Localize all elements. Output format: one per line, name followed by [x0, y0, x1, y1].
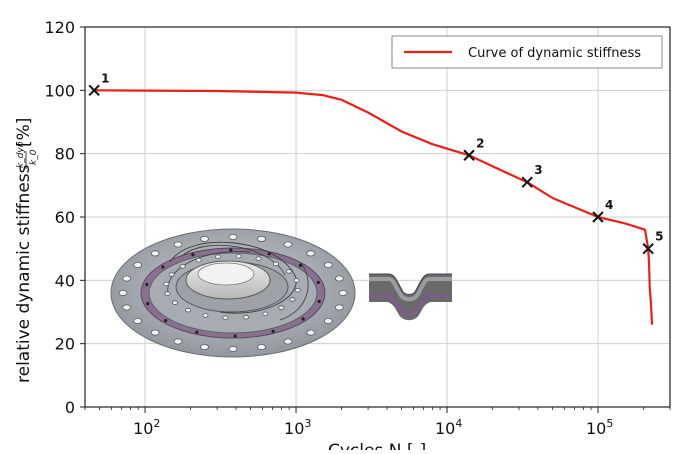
marker-label: 5 — [655, 230, 663, 244]
ring-hole — [228, 233, 238, 240]
ring-hole — [133, 317, 143, 324]
ring-hole — [289, 297, 296, 302]
ring-hole — [150, 250, 160, 257]
marker-point-2 — [463, 149, 475, 161]
axis-ticks: 0 20 40 60 80 100 120 102 103 104 105 — [44, 18, 671, 438]
y-tick-label: 40 — [55, 271, 75, 290]
ring-hole — [179, 264, 186, 269]
y-axis-unit: [%] — [14, 118, 34, 147]
ring-rivet — [233, 334, 237, 338]
ring-hole — [171, 300, 178, 305]
ring-rivet — [298, 263, 302, 267]
ring-hole — [255, 256, 262, 261]
ring-hole — [306, 250, 316, 257]
marker-point-3 — [521, 176, 533, 188]
x-axis-label: Cycles N [-] — [328, 441, 426, 450]
ring-rivet — [316, 280, 320, 284]
marker-label: 3 — [534, 163, 542, 177]
ring-hole — [323, 261, 333, 268]
x-tick-label: 102 — [133, 417, 160, 438]
marker-point-4 — [592, 211, 604, 223]
ring-hole — [200, 235, 209, 242]
ring-rivet — [301, 317, 305, 321]
ring-hole — [122, 304, 132, 311]
ring-rivet — [195, 330, 199, 334]
series-layer — [94, 89, 654, 325]
ring-rivet — [145, 282, 149, 287]
ring-hole — [334, 275, 344, 282]
marker-point-5 — [642, 242, 654, 255]
ring-hole — [122, 275, 132, 282]
ring-hole — [235, 254, 242, 259]
gasket-ring-illustration — [110, 228, 356, 358]
ring-hole — [185, 307, 192, 313]
ring-hole — [283, 241, 293, 248]
gasket-cross-section-illustration — [369, 273, 452, 321]
ring-rivet — [267, 252, 271, 256]
marker-label: 2 — [476, 136, 484, 150]
ring-hole — [278, 305, 285, 310]
ring-hole — [168, 272, 175, 277]
ring-hole — [262, 311, 269, 316]
ring-rivet — [161, 265, 165, 269]
ring-hole — [164, 291, 171, 296]
y-axis-fraction-denominator: k_0 — [29, 149, 39, 165]
y-tick-label: 100 — [44, 81, 75, 100]
ring-hole — [118, 289, 128, 296]
plot-frame — [84, 26, 671, 408]
ring-rivet — [229, 248, 233, 252]
series-line-dynamic-stiffness — [94, 89, 654, 325]
ring-rivet — [191, 253, 195, 257]
x-tick-label: 103 — [284, 417, 311, 438]
ring-hole — [202, 313, 209, 318]
y-axis-label: relative dynamic stiffness — [14, 164, 34, 383]
ring-hole — [306, 329, 316, 336]
ring-hole — [163, 281, 170, 287]
ring-hole — [133, 261, 143, 268]
ring-hole — [323, 317, 333, 324]
ring-hole — [272, 261, 279, 267]
y-axis-fraction-numerator: k_dyn — [16, 141, 26, 168]
ring-rivet — [317, 299, 321, 304]
ring-hole — [173, 338, 183, 345]
ring-hole — [228, 345, 238, 352]
y-tick-label: 20 — [55, 335, 75, 354]
ring-rivet — [271, 329, 275, 333]
ring-hole — [285, 269, 292, 274]
y-tick-label: 120 — [44, 18, 75, 37]
ring-hole — [173, 241, 183, 248]
ring-hole — [294, 287, 301, 293]
x-tick-label: 104 — [435, 417, 462, 438]
legend: Curve of dynamic stiffness — [391, 35, 663, 69]
legend-entry-label: Curve of dynamic stiffness — [468, 46, 641, 61]
x-tick-label: 105 — [586, 417, 613, 438]
ring-hole — [222, 315, 229, 320]
ring-hole — [338, 289, 348, 296]
marker-point-1 — [88, 84, 100, 97]
ring-rivet — [164, 319, 168, 323]
grid — [85, 26, 670, 408]
ring-hole — [214, 254, 221, 259]
y-tick-label: 0 — [65, 398, 75, 417]
ring-hole — [283, 338, 293, 345]
ring-hole — [257, 344, 266, 351]
ring-hole — [150, 329, 160, 336]
ring-hole — [293, 278, 300, 283]
ring-hole — [200, 344, 209, 351]
y-tick-label: 60 — [55, 208, 75, 227]
marker-label: 4 — [605, 198, 613, 212]
y-axis-title: relative dynamic stiffness k_dyn k_0 [%] — [14, 118, 39, 383]
ring-hole — [334, 304, 344, 311]
ring-hole — [242, 315, 249, 320]
ring-hole — [257, 235, 266, 242]
marker-layer: 1 2 3 4 5 — [88, 71, 664, 255]
ring-rivet — [146, 302, 150, 306]
ring-hole — [195, 258, 202, 263]
marker-label: 1 — [101, 71, 109, 85]
y-tick-label: 80 — [55, 145, 75, 164]
